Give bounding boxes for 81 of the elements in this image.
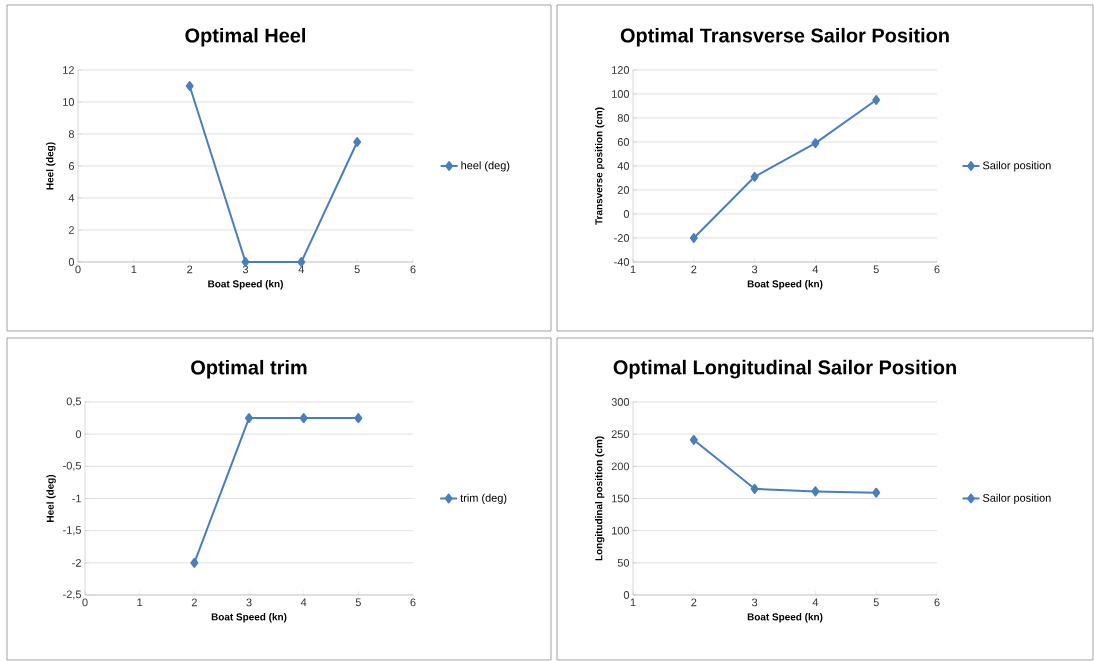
y-tick-label: -20 xyxy=(614,234,630,242)
x-tick-label: 6 xyxy=(410,598,416,607)
y-tick-label: -40 xyxy=(614,258,630,266)
y-axis-title: Heel (deg) xyxy=(46,142,56,190)
y-tick-label: 12 xyxy=(63,66,74,74)
y-axis-title: Longitudinal position (cm) xyxy=(595,436,605,561)
x-tick-label: 2 xyxy=(191,598,197,607)
x-axis-title: Boat Speed (kn) xyxy=(208,280,283,290)
y-tick-label: 60 xyxy=(617,138,630,146)
x-tick-label: 1 xyxy=(131,265,137,274)
point xyxy=(872,487,881,498)
point xyxy=(689,434,698,445)
x-tick-label: 5 xyxy=(873,598,879,607)
point xyxy=(353,136,362,147)
point xyxy=(750,483,759,494)
x-tick-label: 4 xyxy=(812,265,819,274)
point xyxy=(872,94,881,105)
y-tick-label: 0 xyxy=(623,591,630,599)
x-tick-label: 2 xyxy=(187,265,193,274)
x-tick-label: 1 xyxy=(630,265,636,274)
y-tick-label: -2 xyxy=(72,559,81,567)
x-tick-label: 3 xyxy=(242,265,249,274)
chart-title: Optimal trim xyxy=(191,359,307,379)
y-tick-label: 300 xyxy=(611,398,630,406)
y-tick-label: 8 xyxy=(68,130,74,138)
y-tick-label: 20 xyxy=(617,186,630,194)
point xyxy=(689,232,698,243)
y-tick-label: 0,5 xyxy=(66,397,82,407)
y-tick-label: 10 xyxy=(63,98,75,106)
x-tick-label: 1 xyxy=(630,598,636,607)
x-tick-label: 2 xyxy=(691,598,697,607)
y-axis-title: Transverse position (cm) xyxy=(595,107,605,225)
y-tick-label: 4 xyxy=(68,194,75,202)
x-tick-label: 6 xyxy=(410,265,416,274)
y-tick-label: 100 xyxy=(612,526,630,535)
x-tick-label: 4 xyxy=(300,598,307,607)
chart-title: Optimal Transverse Sailor Position xyxy=(620,27,949,47)
x-tick-label: 3 xyxy=(751,265,758,274)
x-tick-label: 1 xyxy=(137,598,143,607)
y-tick-label: 2 xyxy=(68,226,74,234)
x-tick-label: 5 xyxy=(873,265,879,274)
chart-title: Optimal Longitudinal Sailor Position xyxy=(613,359,956,379)
y-tick-label: 0 xyxy=(68,258,75,266)
x-tick-label: 3 xyxy=(751,598,758,607)
y-tick-label: 120 xyxy=(612,66,630,74)
x-axis-title: Boat Speed (kn) xyxy=(747,280,823,290)
x-tick-label: 6 xyxy=(934,265,940,274)
point xyxy=(750,171,759,182)
y-tick-label: 0 xyxy=(75,430,82,439)
point xyxy=(811,486,820,497)
y-tick-label: 40 xyxy=(617,162,630,170)
point xyxy=(811,138,820,149)
y-axis-title: Heel (deg) xyxy=(46,474,56,522)
x-axis-title: Boat Speed (kn) xyxy=(747,613,823,623)
legend-label: heel (deg) xyxy=(461,161,510,172)
y-tick-label: 200 xyxy=(611,462,630,471)
x-tick-label: 0 xyxy=(82,598,88,607)
point xyxy=(185,80,194,91)
x-tick-label: 6 xyxy=(934,598,940,607)
y-tick-label: 50 xyxy=(617,558,630,567)
legend-label: Sailor position xyxy=(982,161,1051,172)
y-tick-label: 0 xyxy=(623,210,630,218)
x-tick-label: 5 xyxy=(354,265,360,274)
x-tick-label: 3 xyxy=(246,598,252,607)
y-tick-label: 80 xyxy=(617,114,630,122)
x-tick-label: 2 xyxy=(691,265,697,274)
x-axis-title: Boat Speed (kn) xyxy=(211,613,287,623)
y-tick-label: -2,5 xyxy=(63,590,82,600)
legend-label: Sailor position xyxy=(982,493,1051,504)
chart-title: Optimal Heel xyxy=(185,27,305,47)
x-tick-label: 5 xyxy=(355,598,361,607)
x-tick-label: 4 xyxy=(812,598,819,607)
y-tick-label: 150 xyxy=(612,494,630,503)
y-tick-label: 100 xyxy=(612,90,630,98)
y-tick-label: 250 xyxy=(611,430,630,439)
y-tick-label: -1,5 xyxy=(63,526,82,536)
legend-label: trim (deg) xyxy=(460,493,507,504)
y-tick-label: -1 xyxy=(72,494,81,503)
x-tick-label: 4 xyxy=(298,265,305,274)
y-tick-label: 6 xyxy=(68,162,74,170)
y-tick-label: -0,5 xyxy=(63,461,82,471)
